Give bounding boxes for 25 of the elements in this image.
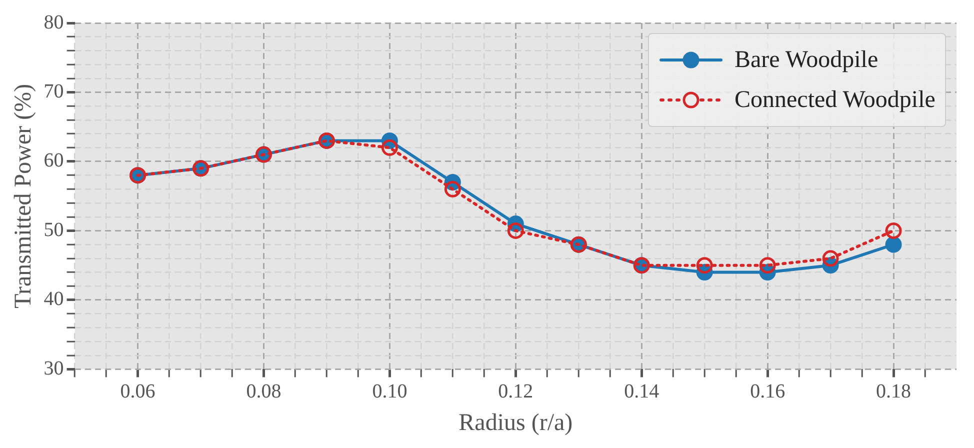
x-tick-label: 0.12: [498, 380, 534, 402]
x-tick-label: 0.16: [750, 380, 786, 402]
y-tick-label: 70: [44, 80, 64, 102]
y-tick-label: 60: [44, 150, 64, 172]
y-tick-label: 80: [44, 11, 64, 34]
x-axis-title: Radius (r/a): [458, 410, 573, 436]
legend-label: Connected Woodpile: [734, 86, 936, 115]
y-axis-title: Transmitted Power (%): [10, 84, 37, 308]
point: [381, 139, 398, 156]
y-tick-label: 40: [44, 288, 64, 310]
point: [696, 257, 713, 274]
x-tick-label: 0.14: [624, 380, 660, 402]
point: [507, 222, 524, 239]
point: [885, 222, 902, 239]
legend-label: Bare Woodpile: [734, 46, 878, 75]
point: [759, 257, 776, 274]
x-tick-label: 0.06: [120, 380, 156, 402]
y-tick-label: 30: [44, 357, 64, 380]
x-tick-label: 0.18: [876, 380, 912, 402]
x-tick-label: 0.08: [246, 380, 282, 402]
point: [444, 180, 461, 198]
x-tick-label: 0.10: [372, 380, 408, 402]
point: [885, 236, 902, 253]
y-tick-label: 50: [44, 218, 64, 241]
point: [822, 250, 839, 267]
